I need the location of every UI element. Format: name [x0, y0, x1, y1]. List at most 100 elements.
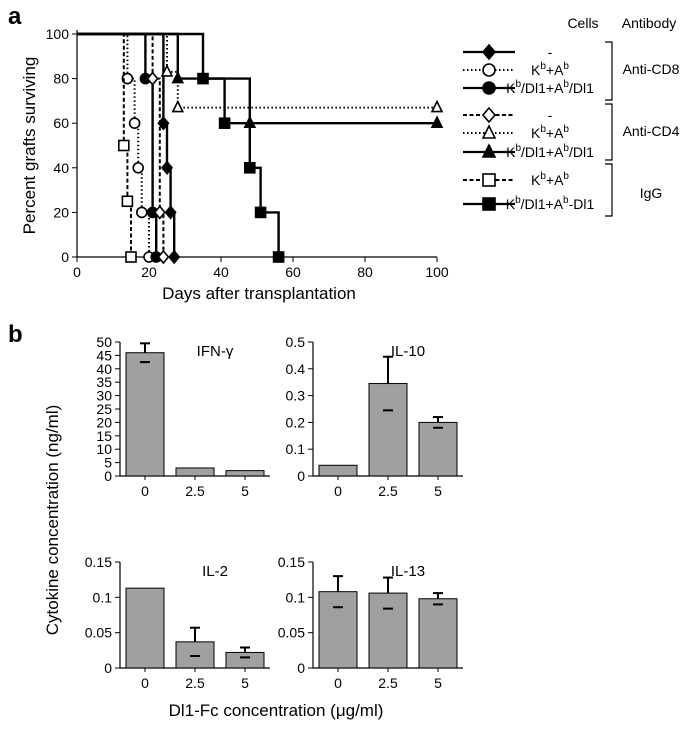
- bar-chart-il-2: 0 0.05 0.1 0.15 IL-2 0 2.5 5: [85, 554, 270, 691]
- chart-title: IL-13: [391, 563, 425, 580]
- y-tick-label: 0.1: [93, 589, 113, 605]
- data-point: [168, 249, 181, 265]
- bar: [175, 641, 215, 669]
- x-tick-label: 0: [73, 264, 81, 280]
- data-point: [160, 160, 174, 176]
- chart-title: IFN-γ: [197, 343, 234, 360]
- legend-entry-4: -: [463, 106, 553, 124]
- y-tick-label: 0.15: [278, 554, 305, 570]
- y-tick-label: 0: [61, 249, 69, 265]
- y-tick-label: 35: [96, 374, 112, 390]
- legend-entry-3: Kb​/Dl1+Ab​/Dl1: [463, 79, 594, 96]
- panel-b-label: b: [8, 321, 23, 348]
- data-point: [121, 72, 134, 85]
- y-tick-label: 0.4: [286, 361, 306, 377]
- y-tick-label: 60: [53, 115, 69, 131]
- x-tick-label: 0: [334, 483, 342, 499]
- data-point: [157, 249, 170, 265]
- series-4: [77, 33, 170, 265]
- y-tick-label: 0: [297, 468, 305, 484]
- legend-label: Kb​+Ab​: [531, 171, 569, 188]
- x-tick-label: 60: [285, 264, 301, 280]
- data-point: [171, 99, 185, 113]
- data-point: [430, 115, 444, 128]
- legend-marker: [481, 43, 497, 61]
- data-point: [272, 251, 285, 263]
- x-tick-label: 0: [334, 675, 342, 691]
- bar-chart-il-13: 0 0.05 0.1 0.15 IL-13 0 2.5 5: [278, 554, 463, 691]
- y-tick-label: 30: [96, 388, 112, 404]
- x-axis-label: Days after transplantation: [162, 284, 356, 303]
- x-tick-label: 40: [213, 264, 229, 280]
- series-line: [77, 33, 437, 109]
- y-tick-label: 50: [96, 334, 112, 350]
- legend-entry-5: Kb​+Ab​: [463, 124, 569, 141]
- y-tick-label: 0: [104, 660, 112, 676]
- y-tick-label: 100: [46, 26, 70, 42]
- bar-chart-il-10: 0 0.1 0.2 0.3 0.4 0.5 IL-10 0 2.5 5: [286, 334, 463, 499]
- panel-b-y-axis-label: Cytokine concentration (ng/ml): [43, 405, 62, 636]
- bar: [318, 591, 358, 669]
- legend-marker: [482, 197, 496, 211]
- data-point: [125, 251, 137, 263]
- legend-entry-1: -: [463, 43, 553, 61]
- panel-b-x-axis-label: Dl1-Fc concentration (μg/ml): [169, 701, 384, 720]
- y-tick-label: 45: [96, 347, 112, 363]
- series-line: [77, 33, 165, 257]
- legend-entry-6: Kb​/Dl1+Ab​/Dl1: [463, 143, 594, 160]
- legend-marker: [482, 81, 496, 95]
- legend-group-label: Anti-CD4: [623, 123, 680, 139]
- series-line: [77, 33, 150, 257]
- legend-bracket: [605, 163, 613, 217]
- y-axis-label: Percent grafts surviving: [20, 57, 39, 235]
- bar: [225, 651, 265, 669]
- y-tick-label: 0.2: [286, 414, 306, 430]
- y-tick-label: 25: [96, 401, 112, 417]
- y-tick-label: 20: [96, 414, 112, 430]
- chart-title: IL-2: [202, 563, 228, 580]
- data-point: [160, 64, 174, 77]
- x-tick-label: 100: [425, 264, 449, 280]
- data-point: [132, 162, 144, 174]
- data-point: [136, 206, 148, 219]
- y-tick-label: 0: [104, 468, 112, 484]
- x-tick-label: 2.5: [185, 675, 205, 691]
- legend-marker: [481, 143, 497, 158]
- bar: [418, 598, 458, 669]
- legend-label: Kb​/Dl1+Ab​/Dl1: [506, 143, 594, 160]
- legend-label: Kb​+Ab​: [531, 61, 569, 78]
- series-2: [77, 33, 155, 263]
- legend-marker: [482, 63, 496, 77]
- data-point: [197, 72, 209, 85]
- panel-a-label: a: [8, 3, 22, 30]
- y-tick-label: 0.1: [286, 441, 306, 457]
- x-tick-label: 80: [357, 264, 373, 280]
- y-tick-label: 80: [53, 71, 69, 87]
- legend-entry-7: Kb​+Ab​: [463, 171, 569, 188]
- x-tick-label: 0: [141, 483, 149, 499]
- x-tick-label: 5: [241, 483, 249, 499]
- bar: [175, 467, 215, 477]
- y-tick-label: 10: [96, 441, 112, 457]
- legend-entry-8: Kb​/Dl1+Ab​-Dl1: [463, 195, 594, 212]
- bar: [318, 464, 358, 477]
- legend-label: Kb​/Dl1+Ab​-Dl1: [506, 195, 595, 212]
- chart-title: IL-10: [391, 343, 425, 360]
- series-line: [77, 32, 158, 257]
- legend-marker: [481, 106, 497, 124]
- y-tick-label: 20: [53, 204, 69, 220]
- y-tick-label: 0.5: [286, 334, 306, 350]
- x-tick-label: 2.5: [378, 483, 398, 499]
- bar: [418, 421, 458, 477]
- y-tick-label: 40: [96, 361, 112, 377]
- legend-bracket: [605, 103, 613, 161]
- survival-legend: CellsAntibody-Kb​+Ab​Kb​/Dl1+Ab​/Dl1-Kb​…: [463, 15, 680, 217]
- bar: [368, 592, 408, 669]
- data-point: [153, 205, 166, 220]
- y-tick-label: 0: [297, 660, 305, 676]
- legend-bracket: [605, 41, 613, 101]
- series-5: [77, 33, 444, 113]
- y-tick-label: 0.1: [286, 589, 306, 605]
